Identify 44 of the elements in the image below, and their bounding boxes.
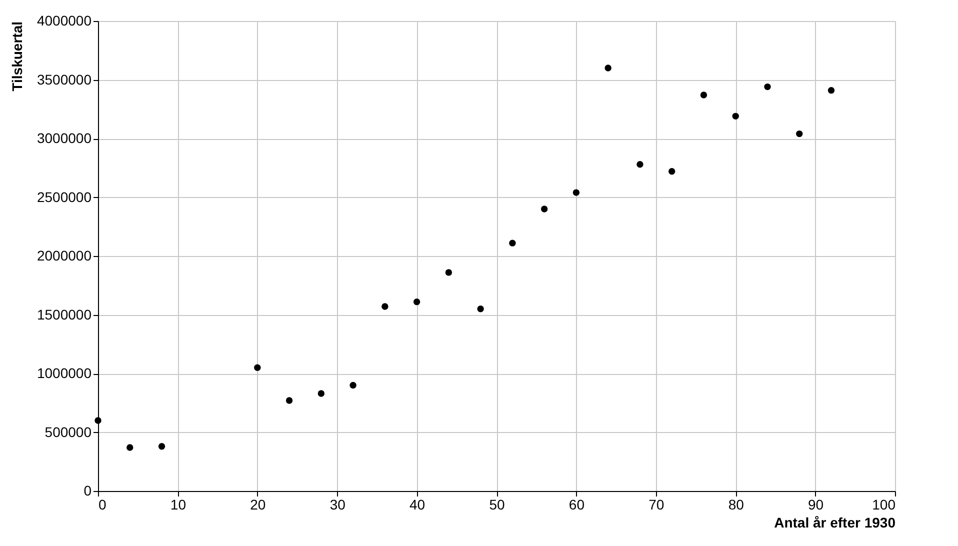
point bbox=[764, 83, 771, 90]
point bbox=[828, 86, 835, 94]
point bbox=[477, 306, 484, 312]
point bbox=[636, 161, 644, 168]
point bbox=[254, 364, 261, 371]
x-tick-label: 10 bbox=[170, 496, 186, 512]
point bbox=[509, 240, 516, 246]
point bbox=[604, 64, 612, 72]
point bbox=[318, 390, 325, 397]
x-tick-label: 30 bbox=[330, 496, 346, 512]
point bbox=[413, 298, 420, 306]
point bbox=[126, 444, 134, 451]
y-tick-label: 0 bbox=[84, 482, 92, 498]
point bbox=[382, 303, 388, 310]
point bbox=[350, 382, 356, 389]
y-tick-label: 3000000 bbox=[36, 130, 92, 146]
y-tick-label: 3500000 bbox=[36, 71, 92, 88]
y-tick-label: 2500000 bbox=[36, 188, 92, 205]
point bbox=[445, 269, 452, 276]
point bbox=[94, 417, 102, 424]
x-tick-label: 100 bbox=[872, 496, 896, 512]
x-tick-label: 60 bbox=[568, 496, 585, 512]
y-axis-title: Tilskuertal bbox=[8, 22, 25, 92]
x-tick-label: 70 bbox=[648, 496, 664, 512]
point bbox=[700, 92, 708, 98]
point bbox=[286, 397, 293, 404]
point bbox=[572, 189, 580, 196]
x-tick-label: 20 bbox=[250, 496, 266, 512]
point bbox=[796, 130, 803, 138]
y-tick-label: 500000 bbox=[44, 424, 92, 440]
y-tick-label: 2000000 bbox=[36, 248, 92, 264]
x-tick-label: 40 bbox=[410, 496, 426, 512]
y-tick-label: 1500000 bbox=[36, 306, 92, 322]
x-tick-label: 90 bbox=[808, 496, 824, 512]
y-tick-label: 4000000 bbox=[36, 12, 92, 28]
point bbox=[668, 168, 676, 175]
point bbox=[732, 112, 739, 120]
x-tick-label: 50 bbox=[489, 496, 505, 512]
x-tick-label: 80 bbox=[728, 496, 744, 512]
point bbox=[540, 206, 548, 212]
x-axis-title: Antal år efter 1930 bbox=[774, 514, 896, 530]
y-tick-label: 1000000 bbox=[36, 365, 92, 381]
point bbox=[158, 443, 166, 450]
x-tick-label: 0 bbox=[98, 496, 106, 512]
